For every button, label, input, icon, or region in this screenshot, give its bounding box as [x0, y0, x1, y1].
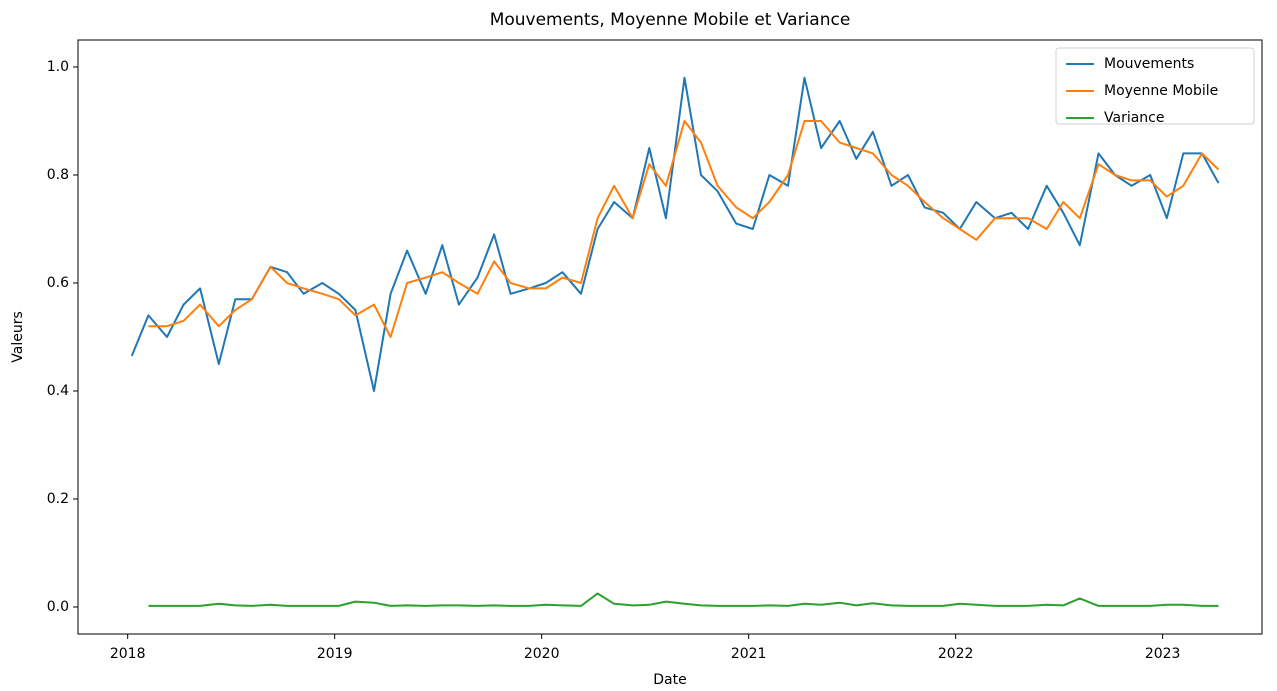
series-line — [148, 592, 1219, 607]
plot-frame — [77, 39, 1263, 635]
y-tick-label: 0.2 — [47, 491, 69, 507]
y-tick-label: 1.0 — [47, 59, 69, 75]
legend-box — [1055, 47, 1255, 125]
x-tick-label: 2020 — [524, 646, 560, 662]
x-tick-label: 2022 — [938, 646, 974, 662]
x-tick-label: 2023 — [1145, 646, 1181, 662]
legend-label: Variance — [1104, 110, 1164, 126]
y-tick-label: 0.4 — [47, 383, 69, 399]
x-tick-label: 2018 — [110, 646, 146, 662]
legend-label: Moyenne Mobile — [1104, 83, 1218, 99]
y-tick-label: 0.8 — [47, 167, 69, 183]
x-axis-label: Date — [653, 672, 686, 688]
y-axis-label: Valeurs — [10, 311, 26, 363]
legend-label: Mouvements — [1104, 56, 1194, 72]
y-tick-label: 0.6 — [47, 275, 69, 291]
series-line — [148, 120, 1220, 338]
x-tick-label: 2021 — [731, 646, 767, 662]
x-tick-label: 2019 — [317, 646, 353, 662]
y-tick-label: 0.0 — [47, 599, 69, 615]
series-line — [130, 76, 1220, 392]
chart-title: Mouvements, Moyenne Mobile et Variance — [490, 10, 851, 30]
